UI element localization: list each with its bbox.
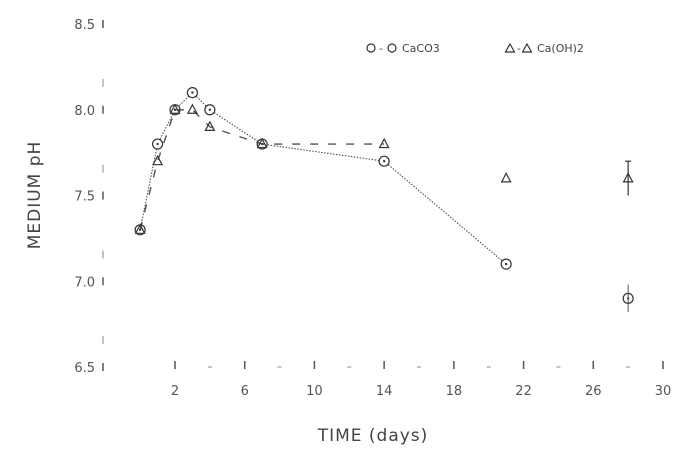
data-point-triangle <box>378 137 390 149</box>
y-tick-label: 7.0 <box>74 275 95 290</box>
data-point-triangle <box>186 103 198 114</box>
legend-triangle-marker-1 <box>504 42 516 53</box>
y-tick-label: 7.5 <box>74 190 95 205</box>
data-point-circle-center <box>191 91 194 94</box>
legend-circle-marker-2 <box>387 43 397 53</box>
legend-label-caoh2: Ca(OH)2 <box>537 42 584 55</box>
x-tick-label: 2 <box>171 384 179 399</box>
series-line-1 <box>139 91 507 265</box>
legend-triangle-marker-2 <box>521 42 533 53</box>
x-tick-label: 14 <box>376 384 393 399</box>
legend-label-caoh2-text: Ca(OH)2 <box>537 42 584 55</box>
x-tick-label: 26 <box>585 384 602 399</box>
x-tick-label: 6 <box>241 384 249 399</box>
data-point-circle-center <box>382 160 386 163</box>
x-tick-label: 30 <box>655 384 672 399</box>
data-point-triangle <box>256 137 268 149</box>
data-point-circle-center <box>156 142 159 146</box>
legend-label-caco3-text: CaCO3 <box>402 42 440 55</box>
data-point-triangle <box>204 120 216 131</box>
y-tick-label: 8.0 <box>74 104 95 119</box>
data-point-triangle <box>134 223 146 234</box>
series-line-2 <box>139 109 385 230</box>
data-point-circle-center <box>173 108 177 111</box>
series-layer <box>134 86 634 313</box>
y-axis-title: MEDIUM pH <box>25 141 45 250</box>
x-tick-label: 22 <box>515 384 532 399</box>
legend-circle-marker-1 <box>366 43 376 53</box>
data-point-triangle <box>169 103 181 114</box>
y-tick-label: 8.5 <box>74 18 95 33</box>
legend-triangle-dash: - <box>517 42 521 55</box>
legend-circle-dash: - <box>379 42 383 55</box>
data-point-circle-center <box>504 262 508 266</box>
axes: 6.57.07.58.08.52 6 10 14 18 22 26 30 <box>74 18 671 399</box>
data-point-circle-center <box>208 108 212 111</box>
x-axis-title: TIME (days) <box>317 426 429 446</box>
legend: - CaCO3 - Ca(OH)2 <box>366 42 584 55</box>
x-tick-label: 10 <box>306 384 323 399</box>
x-tick-label: 18 <box>446 384 463 399</box>
data-point-triangle <box>152 154 164 166</box>
data-point-triangle <box>500 172 512 183</box>
y-tick-label: 6.5 <box>74 361 95 376</box>
legend-label-caco3: CaCO3 <box>402 42 440 55</box>
